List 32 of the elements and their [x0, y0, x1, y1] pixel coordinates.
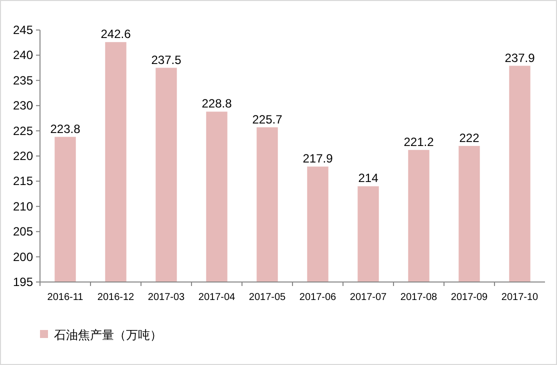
y-tick-label: 230 [12, 98, 34, 113]
x-tick-label: 2017-10 [501, 292, 539, 303]
data-label: 223.8 [50, 122, 81, 136]
legend-label: 石油焦产量（万吨） [54, 328, 162, 342]
x-tick-label: 2017-06 [299, 292, 337, 303]
y-tick-label: 210 [12, 199, 34, 214]
x-tick-label: 2017-09 [450, 292, 488, 303]
x-tick-label: 2016-12 [97, 292, 135, 303]
x-tick-label: 2017-08 [400, 292, 438, 303]
y-tick-label: 225 [12, 124, 34, 138]
y-tick-label: 195 [12, 275, 34, 289]
y-tick-label: 220 [12, 149, 34, 163]
y-tick-label: 235 [12, 73, 34, 88]
x-tick-label: 2017-07 [350, 292, 388, 303]
data-label: 214 [358, 171, 379, 186]
x-tick-label: 2017-05 [248, 292, 286, 303]
data-label: 225.7 [252, 112, 283, 126]
y-tick-label: 215 [12, 174, 34, 188]
data-label: 221.2 [404, 134, 434, 149]
y-tick-label: 200 [12, 250, 34, 264]
x-tick-label: 2016-11 [47, 292, 84, 303]
data-label: 228.8 [202, 96, 232, 111]
data-label: 237.5 [151, 52, 182, 67]
data-label: 217.9 [302, 152, 334, 166]
x-tick-label: 2017-04 [198, 292, 236, 303]
y-tick-label: 245 [12, 23, 34, 37]
data-label: 242.6 [100, 27, 132, 42]
data-label: 237.9 [504, 50, 536, 65]
y-tick-label: 205 [12, 224, 34, 239]
y-tick-label: 240 [12, 48, 34, 62]
x-tick-label: 2017-03 [148, 292, 186, 303]
data-label: 222 [459, 130, 480, 145]
